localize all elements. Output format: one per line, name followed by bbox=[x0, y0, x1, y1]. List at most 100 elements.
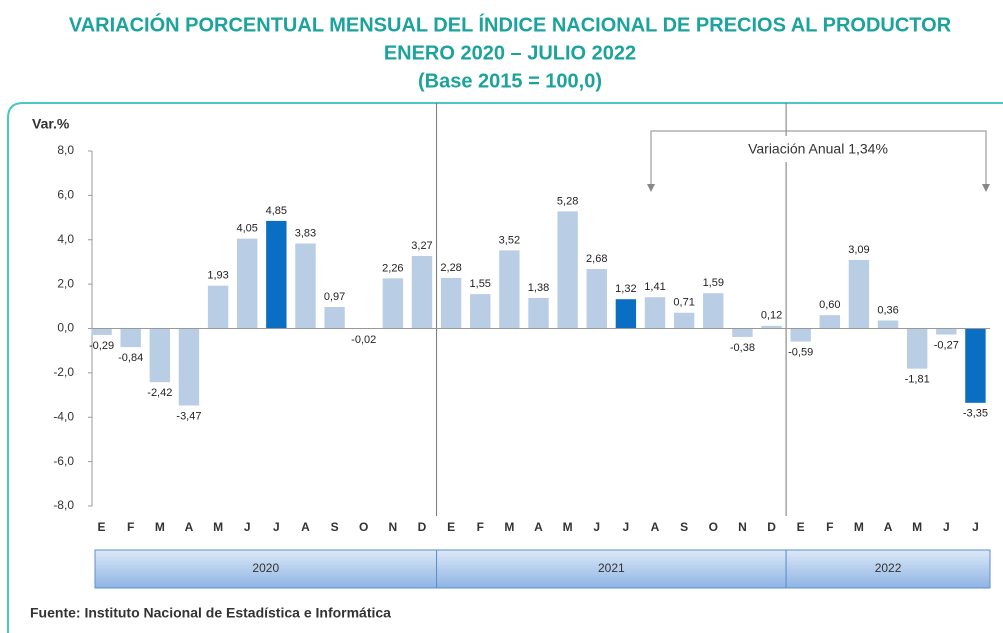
bar bbox=[440, 277, 462, 329]
annotation-box bbox=[728, 136, 908, 162]
value-label: -0,27 bbox=[934, 339, 959, 351]
arrow bbox=[982, 184, 990, 192]
bar bbox=[819, 315, 840, 329]
year-box bbox=[94, 549, 438, 589]
value-label: -3,35 bbox=[963, 408, 988, 420]
bar bbox=[761, 325, 782, 329]
x-tick-label: N bbox=[389, 520, 398, 534]
value-label: 2,26 bbox=[382, 262, 403, 274]
value-label: 3,09 bbox=[848, 244, 869, 256]
value-label: -3,47 bbox=[176, 410, 201, 422]
x-tick-label: D bbox=[418, 520, 427, 534]
y-tick-label: 2,0 bbox=[57, 276, 74, 290]
x-tick-label: A bbox=[185, 520, 194, 534]
bar bbox=[557, 211, 578, 329]
value-label: 1,41 bbox=[644, 281, 665, 293]
year-box bbox=[785, 549, 991, 589]
year-label: 2022 bbox=[875, 561, 902, 575]
chart-title: VARIACIÓN PORCENTUAL MENSUAL DEL ÍNDICE … bbox=[69, 12, 952, 36]
bar bbox=[965, 328, 986, 403]
value-label: 1,59 bbox=[703, 277, 724, 289]
x-tick-label: S bbox=[680, 520, 688, 534]
bar bbox=[499, 250, 520, 329]
value-label: 0,12 bbox=[761, 310, 782, 322]
y-tick-label: -8,0 bbox=[53, 498, 74, 512]
x-tick-label: J bbox=[273, 520, 280, 534]
x-tick-label: E bbox=[98, 520, 106, 534]
x-tick-label: A bbox=[651, 520, 660, 534]
x-tick-label: M bbox=[912, 520, 922, 534]
year-label: 2020 bbox=[252, 561, 279, 575]
bar bbox=[848, 259, 870, 329]
bar bbox=[673, 312, 695, 329]
y-tick-label: 0,0 bbox=[57, 321, 74, 335]
y-tick-label: 4,0 bbox=[57, 232, 74, 246]
value-label: -2,42 bbox=[147, 387, 172, 399]
y-tick-label: -6,0 bbox=[53, 454, 74, 468]
value-label: -0,29 bbox=[89, 340, 114, 352]
chart-base: (Base 2015 = 100,0) bbox=[418, 70, 602, 92]
value-label: 0,36 bbox=[877, 304, 898, 316]
value-label: 2,68 bbox=[586, 253, 607, 265]
value-label: 5,28 bbox=[557, 195, 578, 207]
bar bbox=[615, 299, 637, 329]
bar bbox=[120, 328, 141, 348]
x-tick-label: M bbox=[504, 520, 514, 534]
value-label: -0,02 bbox=[351, 334, 376, 346]
x-tick-label: N bbox=[738, 520, 747, 534]
x-tick-label: E bbox=[797, 520, 805, 534]
value-label: 3,52 bbox=[499, 234, 520, 246]
x-tick-label: A bbox=[884, 520, 893, 534]
bar bbox=[266, 220, 287, 329]
value-label: 1,38 bbox=[528, 282, 549, 294]
bar bbox=[906, 328, 928, 369]
value-label: 1,32 bbox=[615, 283, 636, 295]
x-tick-label: O bbox=[709, 520, 718, 534]
y-tick-label: 8,0 bbox=[57, 143, 74, 157]
x-tick-label: M bbox=[213, 520, 223, 534]
y-tick-label: 6,0 bbox=[57, 188, 74, 202]
x-tick-label: J bbox=[972, 520, 979, 534]
value-label: 0,97 bbox=[324, 291, 345, 303]
bar bbox=[528, 297, 549, 329]
bar bbox=[877, 320, 899, 329]
value-label: 2,28 bbox=[440, 262, 461, 274]
value-label: 0,71 bbox=[673, 297, 694, 309]
x-tick-label: D bbox=[767, 520, 776, 534]
source: Fuente: Instituto Nacional de Estadístic… bbox=[30, 605, 391, 621]
value-label: 4,85 bbox=[266, 205, 287, 217]
x-tick-label: A bbox=[301, 520, 310, 534]
x-tick-label: A bbox=[534, 520, 543, 534]
x-tick-label: F bbox=[826, 520, 833, 534]
value-label: 3,27 bbox=[411, 240, 432, 252]
y-tick-label: -4,0 bbox=[53, 409, 74, 423]
value-label: -0,38 bbox=[730, 342, 755, 354]
x-tick-label: F bbox=[477, 520, 484, 534]
value-label: 4,05 bbox=[236, 223, 257, 235]
annotation-bracket bbox=[650, 130, 987, 185]
x-tick-label: M bbox=[854, 520, 864, 534]
bar bbox=[295, 243, 316, 329]
x-tick-label: J bbox=[244, 520, 251, 534]
value-label: -1,81 bbox=[905, 374, 930, 386]
x-tick-label: J bbox=[593, 520, 600, 534]
x-tick-label: J bbox=[623, 520, 630, 534]
bar bbox=[149, 328, 171, 383]
x-tick-label: F bbox=[127, 520, 134, 534]
bar bbox=[382, 278, 404, 329]
year-box bbox=[436, 549, 787, 589]
bar bbox=[91, 328, 112, 335]
x-tick-label: E bbox=[447, 520, 455, 534]
bar bbox=[732, 328, 753, 337]
bar bbox=[178, 328, 200, 406]
bar bbox=[936, 328, 957, 335]
x-tick-label: S bbox=[331, 520, 339, 534]
arrow bbox=[647, 184, 655, 192]
y-axis-label: Var.% bbox=[32, 116, 70, 132]
value-label: -0,59 bbox=[788, 346, 813, 358]
bar bbox=[586, 269, 607, 329]
bar bbox=[237, 238, 258, 329]
value-label: 1,93 bbox=[207, 270, 228, 282]
x-tick-label: M bbox=[155, 520, 165, 534]
